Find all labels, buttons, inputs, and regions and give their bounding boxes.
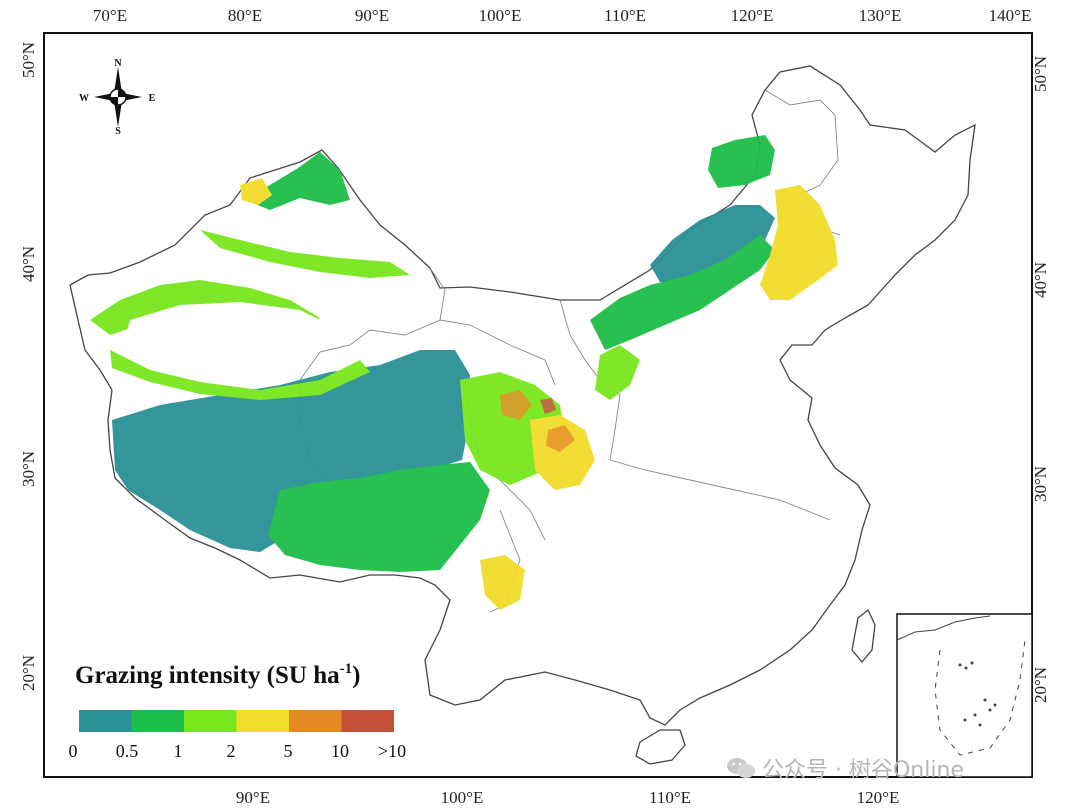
legend-swatch [289, 710, 342, 732]
legend-swatch [184, 710, 237, 732]
grazing-patches [90, 135, 838, 610]
top-lon-label: 70°E [93, 6, 127, 25]
patch-0.5-1-corridor [590, 235, 775, 350]
legend-tick-label: 1 [174, 741, 183, 761]
province-borders [299, 89, 841, 613]
top-lon-label: 120°E [731, 6, 774, 25]
legend-tick-label: 2 [227, 741, 236, 761]
inset-coastline [896, 615, 991, 641]
legend-title: Grazing intensity (SU ha-1) [75, 661, 360, 689]
legend-title-end: ) [352, 662, 360, 689]
legend-tick-label: 0.5 [116, 741, 139, 761]
legend-labels: 0 0.5 1 2 5 10 >10 [69, 741, 407, 761]
legend-swatch [236, 710, 289, 732]
inset-dashes [934, 639, 1026, 756]
top-longitude-labels: 70°E 80°E 90°E 100°E 110°E 120°E 130°E 1… [93, 6, 1031, 25]
patch-0.5-1-sichuan [268, 462, 490, 572]
patch-gt10-ningxia [540, 398, 556, 414]
legend-tick-label: 5 [284, 741, 293, 761]
bottom-longitude-labels: 90°E 100°E 110°E 120°E [236, 788, 899, 807]
top-lon-label: 90°E [355, 6, 389, 25]
taiwan-island [851, 608, 876, 664]
bottom-lon-label: 100°E [441, 788, 484, 807]
left-latitude-labels: 50°N 40°N 30°N 20°N [19, 42, 38, 691]
top-lon-label: 110°E [604, 6, 646, 25]
compass-west-label: W [79, 93, 89, 104]
inset-islands [958, 661, 997, 727]
left-lat-label: 30°N [19, 451, 38, 487]
bottom-lon-label: 110°E [649, 788, 691, 807]
top-lon-label: 80°E [228, 6, 262, 25]
legend-title-superscript: -1 [340, 661, 353, 677]
legend-tick-label: >10 [378, 741, 406, 761]
compass-east-label: E [149, 93, 156, 104]
inset-frame [896, 613, 1033, 778]
watermark: 公众号 · 树谷Online [726, 752, 964, 784]
patch-2-5-loess [530, 415, 595, 490]
right-lat-label: 20°N [1031, 667, 1050, 703]
patch-5-10-shaanxi [546, 425, 575, 452]
right-lat-label: 30°N [1031, 466, 1050, 502]
right-latitude-labels: 50°N 40°N 30°N 20°N [1031, 56, 1050, 703]
patch-2-5-hinggan [760, 185, 838, 300]
left-lat-label: 50°N [19, 42, 38, 78]
top-lon-label: 100°E [479, 6, 522, 25]
compass-north-label: N [114, 58, 122, 69]
left-lat-label: 40°N [19, 246, 38, 282]
patch-0.5-1-northeast [708, 135, 775, 188]
legend-swatch [79, 710, 132, 732]
bottom-lon-label: 90°E [236, 788, 270, 807]
top-lon-label: 140°E [989, 6, 1032, 25]
hainan-island [635, 729, 686, 765]
patch-5-10-gansu [500, 390, 532, 420]
patch-1-2-tianshan [200, 230, 410, 278]
watermark-text: 公众号 · 树谷Online [762, 758, 964, 783]
south-china-sea-inset [896, 613, 1033, 778]
compass-south-label: S [115, 126, 121, 137]
legend: Grazing intensity (SU ha-1) 0 0.5 1 2 5 10 >10 [69, 661, 407, 761]
patch-2-5-yunnan [480, 555, 525, 610]
legend-tick-label: 10 [331, 741, 349, 761]
legend-swatch [341, 710, 394, 732]
legend-title-main: Grazing intensity (SU ha [75, 662, 340, 689]
taklamakan-desert [125, 302, 340, 360]
patch-2-5-dzungaria [240, 178, 272, 205]
legend-tick-label: 0 [69, 741, 78, 761]
left-lat-label: 20°N [19, 655, 38, 691]
patch-1-2-xinjiang-ring [110, 350, 370, 400]
north-arrow-compass-icon: N S W E [79, 58, 156, 137]
wechat-icon [727, 758, 755, 778]
legend-swatch [131, 710, 184, 732]
patch-0-0.5-tibet [112, 350, 470, 552]
patch-1-2-shaanxi [595, 345, 640, 400]
right-lat-label: 40°N [1031, 262, 1050, 298]
bottom-lon-label: 120°E [857, 788, 900, 807]
top-lon-label: 130°E [859, 6, 902, 25]
patch-0-0.5-nemongol [650, 205, 775, 285]
legend-color-bar [79, 710, 394, 732]
right-lat-label: 50°N [1031, 56, 1050, 92]
